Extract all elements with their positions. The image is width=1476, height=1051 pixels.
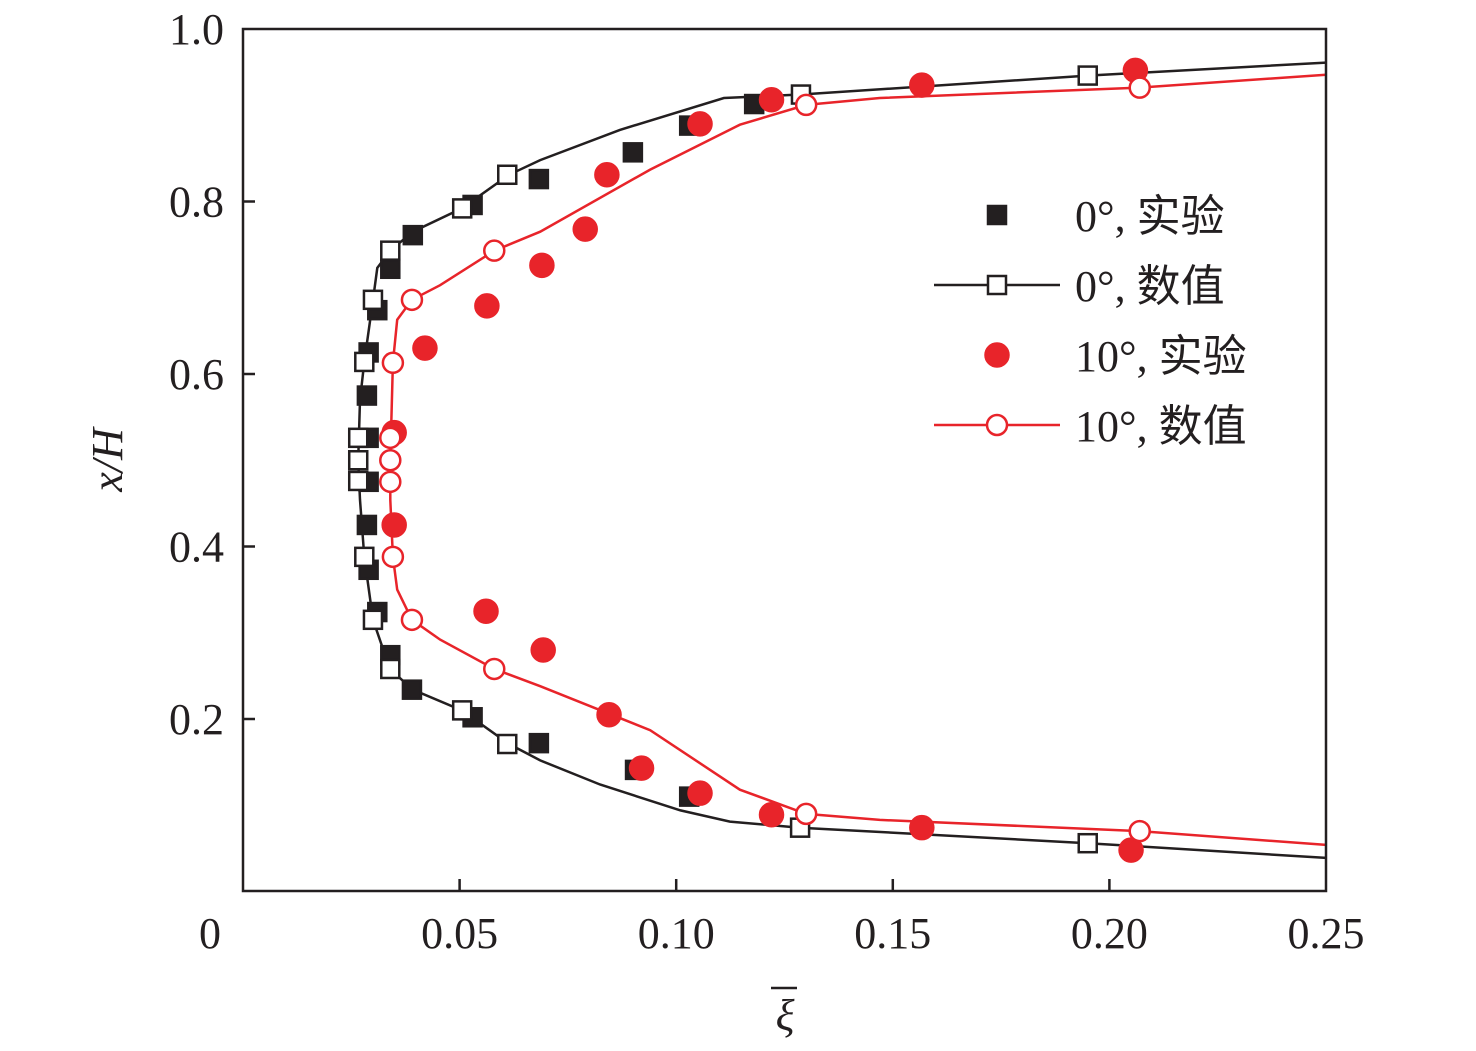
open-circle-marker bbox=[381, 545, 405, 569]
filled-circle-marker bbox=[758, 86, 785, 113]
open-square-marker bbox=[347, 450, 369, 471]
open-circle-marker bbox=[985, 413, 1009, 437]
filled-square-marker bbox=[528, 732, 550, 754]
open-square-marker bbox=[380, 240, 401, 261]
open-circle-marker bbox=[400, 288, 424, 312]
legend-label: 10°, 实验 bbox=[1075, 332, 1247, 381]
open-circle-marker bbox=[794, 93, 818, 117]
filled-circle-marker bbox=[530, 637, 556, 663]
filled-circle-marker bbox=[628, 755, 655, 781]
open-square-marker bbox=[347, 470, 369, 492]
open-circle-marker bbox=[379, 449, 402, 472]
open-circle-marker bbox=[483, 239, 506, 262]
filled-square-marker bbox=[986, 204, 1008, 226]
filled-circle-marker bbox=[381, 512, 407, 538]
filled-square-marker bbox=[380, 258, 401, 280]
filled-square-marker bbox=[622, 142, 644, 163]
filled-square-marker bbox=[401, 679, 423, 700]
x-tick-label: 0.10 bbox=[638, 909, 715, 958]
open-square-marker bbox=[354, 546, 375, 568]
filled-circle-marker bbox=[473, 598, 499, 624]
legend-label: 10°, 数值 bbox=[1075, 402, 1247, 451]
filled-circle-marker bbox=[687, 111, 713, 137]
open-circle-marker bbox=[400, 608, 424, 632]
filled-circle-marker bbox=[474, 293, 500, 319]
x-tick-label: 0.15 bbox=[854, 909, 931, 958]
open-square-marker bbox=[497, 733, 518, 755]
filled-circle-marker bbox=[1118, 837, 1144, 863]
filled-square-marker bbox=[356, 514, 378, 536]
open-square-marker bbox=[451, 198, 473, 219]
legend-label: 0°, 数值 bbox=[1075, 262, 1225, 311]
y-tick-label: 0.8 bbox=[169, 178, 224, 227]
open-circle-marker bbox=[381, 351, 405, 375]
filled-circle-marker bbox=[687, 780, 713, 806]
x-tick-label: 0.20 bbox=[1071, 909, 1148, 958]
open-circle-marker bbox=[379, 426, 402, 450]
legend: 0°, 实验 0°, 数值 10°, 实验 10°, 数值 bbox=[934, 192, 1247, 451]
open-circle-marker bbox=[483, 657, 506, 681]
open-square-marker bbox=[347, 427, 369, 449]
filled-square-marker bbox=[356, 385, 378, 406]
filled-circle-marker bbox=[594, 162, 620, 188]
y-tick-label: 1.0 bbox=[169, 5, 224, 54]
filled-circle-marker bbox=[758, 801, 785, 828]
open-square-marker bbox=[380, 658, 401, 680]
open-square-marker bbox=[362, 609, 384, 631]
open-square-marker bbox=[1077, 832, 1098, 854]
filled-square-marker bbox=[528, 168, 550, 190]
open-circle-marker bbox=[1128, 76, 1151, 99]
filled-circle-marker bbox=[412, 335, 438, 361]
series-line bbox=[389, 73, 1327, 847]
open-circle-marker bbox=[794, 802, 818, 826]
plot-frame bbox=[241, 27, 1328, 893]
x-tick-label: 0.25 bbox=[1288, 909, 1365, 958]
filled-square-marker bbox=[402, 224, 424, 246]
y-tick-label: 0.2 bbox=[169, 695, 224, 744]
filled-circle-marker bbox=[984, 342, 1010, 368]
legend-label: 0°, 实验 bbox=[1075, 192, 1225, 241]
open-square-marker bbox=[986, 274, 1008, 296]
y-tick-label: 0.6 bbox=[169, 350, 224, 399]
open-circle-marker bbox=[379, 470, 402, 494]
filled-circle-marker bbox=[909, 72, 935, 98]
open-square-marker bbox=[1077, 65, 1098, 86]
open-square-marker bbox=[451, 700, 473, 721]
open-square-marker bbox=[354, 351, 375, 373]
x-tick-label: 0.05 bbox=[421, 909, 498, 958]
open-square-marker bbox=[497, 164, 518, 186]
filled-circle-marker bbox=[572, 216, 598, 242]
y-tick-label: 0.4 bbox=[169, 523, 224, 572]
open-square-marker bbox=[362, 289, 384, 311]
filled-circle-marker bbox=[596, 701, 622, 728]
y-axis-label: x/H bbox=[83, 426, 132, 493]
x-axis-label: ξ bbox=[776, 991, 795, 1040]
x-tick-label: 0 bbox=[199, 909, 221, 958]
filled-circle-marker bbox=[909, 814, 935, 841]
filled-circle-marker bbox=[529, 252, 555, 279]
open-circle-marker bbox=[1128, 819, 1151, 843]
